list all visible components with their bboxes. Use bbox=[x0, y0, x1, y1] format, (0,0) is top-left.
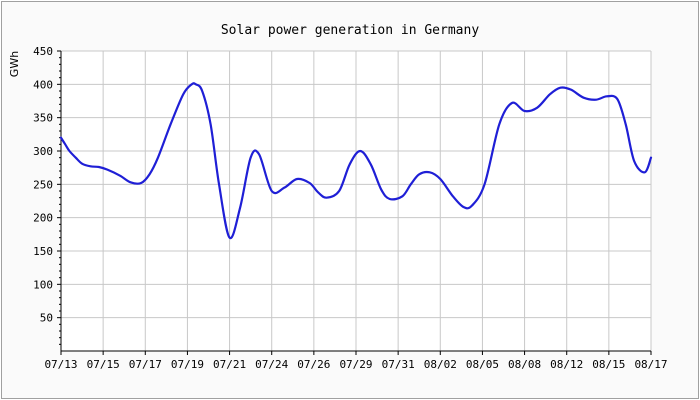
chart-title: Solar power generation in Germany bbox=[221, 23, 479, 38]
x-tick-label: 08/15 bbox=[592, 358, 625, 371]
y-axis-ticks: 50 100 150 200 250 300 350 400 450 bbox=[33, 45, 61, 345]
y-tick-label: 250 bbox=[33, 178, 53, 191]
x-tick-label: 07/26 bbox=[297, 358, 330, 371]
y-tick-label: 400 bbox=[33, 78, 53, 91]
y-tick-label: 50 bbox=[40, 312, 53, 325]
x-tick-label: 07/31 bbox=[382, 358, 415, 371]
x-tick-label: 08/12 bbox=[550, 358, 583, 371]
y-tick-label: 100 bbox=[33, 278, 53, 291]
x-tick-label: 07/29 bbox=[339, 358, 372, 371]
x-tick-label: 08/05 bbox=[466, 358, 499, 371]
series-line bbox=[59, 82, 653, 240]
y-tick-label: 150 bbox=[33, 245, 53, 258]
grid bbox=[60, 50, 652, 351]
x-tick-label: 07/19 bbox=[171, 358, 204, 371]
y-tick-label: 450 bbox=[33, 45, 53, 58]
x-tick-label: 08/02 bbox=[424, 358, 457, 371]
series-group bbox=[59, 82, 653, 240]
y-tick-label: 350 bbox=[33, 112, 53, 125]
y-tick-label: 300 bbox=[33, 145, 53, 158]
x-tick-label: 07/24 bbox=[255, 358, 288, 371]
x-tick-label: 08/17 bbox=[634, 358, 667, 371]
x-axis-ticks: 07/13 07/15 07/17 07/19 07/21 07/24 07/26 07/29… bbox=[44, 351, 668, 371]
x-tick-label: 07/15 bbox=[87, 358, 120, 371]
x-tick-label: 07/21 bbox=[213, 358, 246, 371]
x-tick-label: 07/13 bbox=[44, 358, 77, 371]
x-tick-label: 07/17 bbox=[129, 358, 162, 371]
y-tick-label: 200 bbox=[33, 212, 53, 225]
x-tick-label: 08/08 bbox=[508, 358, 541, 371]
y-axis-label: GWh bbox=[8, 51, 21, 77]
